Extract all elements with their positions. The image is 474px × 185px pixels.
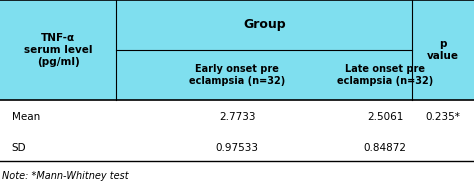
Text: 2.5061: 2.5061 — [367, 112, 403, 122]
Text: 0.235*: 0.235* — [426, 112, 461, 122]
Text: Mean: Mean — [12, 112, 40, 122]
Text: p
value: p value — [427, 39, 459, 61]
Text: TNF-α
serum level
(pg/ml): TNF-α serum level (pg/ml) — [24, 33, 92, 67]
Text: SD: SD — [12, 143, 27, 153]
Text: Early onset pre
eclampsia (n=32): Early onset pre eclampsia (n=32) — [189, 64, 285, 86]
Text: 2.7733: 2.7733 — [219, 112, 255, 122]
Text: 0.97533: 0.97533 — [216, 143, 258, 153]
Text: Group: Group — [243, 18, 285, 31]
Text: Late onset pre
eclampsia (n=32): Late onset pre eclampsia (n=32) — [337, 64, 433, 86]
Text: 0.84872: 0.84872 — [364, 143, 407, 153]
Bar — [0, 0, 474, 100]
Text: Note: *Mann-Whitney test: Note: *Mann-Whitney test — [2, 171, 129, 181]
